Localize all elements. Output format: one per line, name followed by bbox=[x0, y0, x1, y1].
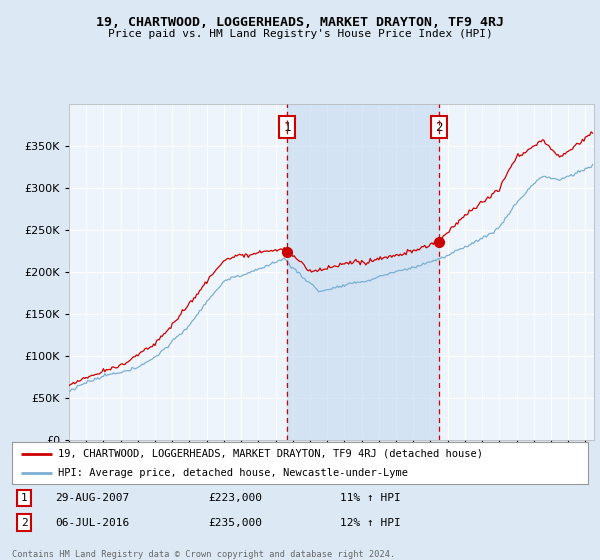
Text: 1: 1 bbox=[283, 120, 290, 134]
Text: 06-JUL-2016: 06-JUL-2016 bbox=[55, 517, 130, 528]
Text: 2: 2 bbox=[20, 517, 28, 528]
Text: £223,000: £223,000 bbox=[208, 493, 262, 503]
Text: £235,000: £235,000 bbox=[208, 517, 262, 528]
Text: 1: 1 bbox=[20, 493, 28, 503]
Bar bbox=[287, 104, 439, 440]
Text: 11% ↑ HPI: 11% ↑ HPI bbox=[340, 493, 401, 503]
Text: 19, CHARTWOOD, LOGGERHEADS, MARKET DRAYTON, TF9 4RJ (detached house): 19, CHARTWOOD, LOGGERHEADS, MARKET DRAYT… bbox=[58, 449, 483, 459]
Text: HPI: Average price, detached house, Newcastle-under-Lyme: HPI: Average price, detached house, Newc… bbox=[58, 468, 408, 478]
Text: Contains HM Land Registry data © Crown copyright and database right 2024.
This d: Contains HM Land Registry data © Crown c… bbox=[12, 550, 395, 560]
Text: 29-AUG-2007: 29-AUG-2007 bbox=[55, 493, 130, 503]
Text: 2: 2 bbox=[436, 120, 443, 134]
Text: 19, CHARTWOOD, LOGGERHEADS, MARKET DRAYTON, TF9 4RJ: 19, CHARTWOOD, LOGGERHEADS, MARKET DRAYT… bbox=[96, 16, 504, 29]
Text: Price paid vs. HM Land Registry's House Price Index (HPI): Price paid vs. HM Land Registry's House … bbox=[107, 29, 493, 39]
Text: 12% ↑ HPI: 12% ↑ HPI bbox=[340, 517, 401, 528]
